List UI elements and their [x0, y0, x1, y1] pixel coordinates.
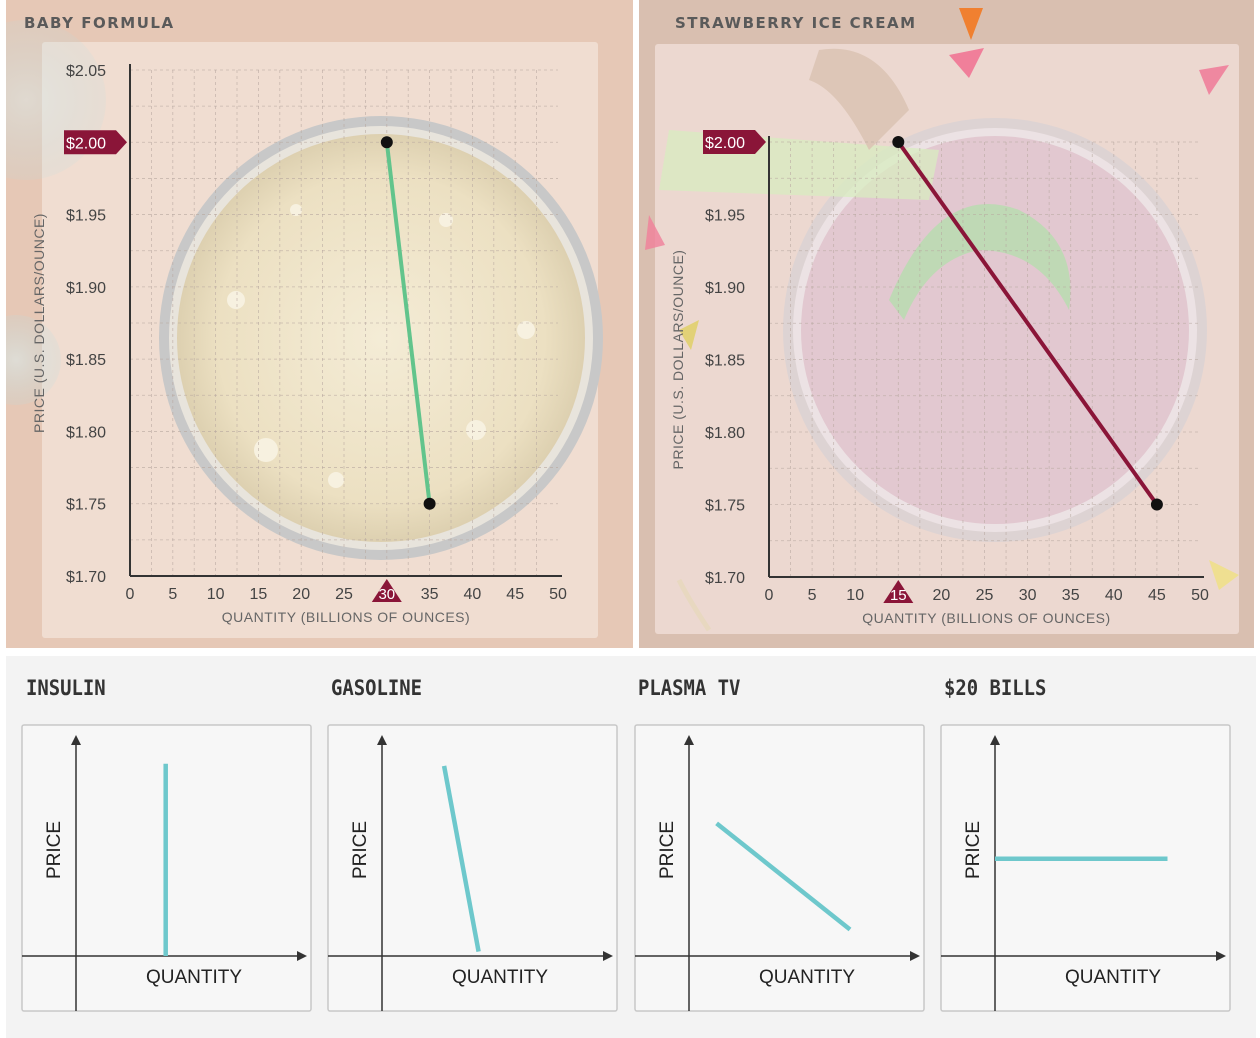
ice-cream-y-tick-label: $1.70 [705, 570, 745, 587]
baby-formula-x-tick-label: 10 [207, 586, 225, 603]
baby-formula-x-tick-label: 30 [378, 586, 395, 603]
ice-cream-x-axis-label: QUANTITY (BILLIONS OF OUNCES) [862, 610, 1110, 626]
ice-cream-x-tick-label: 50 [1191, 587, 1209, 604]
baby-formula-x-tick-label: 15 [250, 586, 268, 603]
baby-formula-x-tick-label: 20 [292, 586, 310, 603]
ice-cream-x-tick-label: 5 [808, 587, 817, 604]
baby-formula-y-axis-label: PRICE (U.S. DOLLARS/OUNCE) [31, 213, 47, 433]
baby-formula-data-point [423, 497, 436, 510]
ice-cream-y-tick-label: $1.95 [705, 208, 745, 225]
ice-cream-y-tick-label: $1.75 [705, 498, 745, 515]
ice-cream-demand-line [896, 140, 1159, 506]
baby-formula-y-tick-label: $1.95 [66, 208, 106, 225]
ice-cream-y-tick-label: $2.00 [705, 135, 745, 152]
baby-formula-panel: $2.05 $2.00 $1.95 $1.90 $1.85 $1.80 $1.75 $1.70… [6, 0, 633, 648]
ice-cream-y-axis-label: PRICE (U.S. DOLLARS/OUNCE) [670, 250, 686, 470]
ice-cream-data-point [892, 136, 905, 148]
baby-formula-y-tick-label: $2.00 [66, 135, 106, 152]
ice-cream-x-tick-label: 25 [976, 587, 994, 604]
ice-cream-quantity-marker [883, 580, 914, 603]
ice-cream-x-tick-label: 40 [1105, 587, 1123, 604]
ice-cream-y-tick-label: $1.80 [705, 425, 745, 442]
baby-formula-y-tick-label: $2.05 [66, 63, 106, 80]
baby-formula-demand-line [384, 142, 432, 504]
baby-formula-x-tick-label: 45 [506, 586, 524, 603]
ice-cream-price-marker [703, 130, 766, 154]
baby-formula-y-tick-label: $1.85 [66, 352, 106, 369]
baby-formula-chart: $2.05 $2.00 $1.95 $1.90 $1.85 $1.80 $1.75 $1.70… [6, 0, 633, 648]
baby-formula-y-tick-label: $1.75 [66, 497, 106, 514]
baby-formula-y-tick-label: $1.80 [66, 424, 106, 441]
ice-cream-x-tick-label: 0 [765, 587, 774, 604]
ice-cream-y-tick-label: $1.90 [705, 280, 745, 297]
ice-cream-x-tick-label: 45 [1148, 587, 1166, 604]
gasoline-title: GASOLINE [331, 676, 423, 700]
baby-formula-x-tick-label: 25 [335, 586, 353, 603]
baby-formula-x-tick-label: 0 [126, 586, 135, 603]
baby-formula-y-tick-label: $1.70 [66, 569, 106, 586]
strawberry-ice-cream-chart: $2.00 $1.95 $1.90 $1.85 $1.80 $1.75 $1.70 0 5 10 1… [639, 0, 1254, 648]
baby-formula-data-point [380, 136, 393, 149]
plasma-tv-title: PLASMA TV [638, 676, 741, 700]
ice-cream-x-tick-label: 35 [1062, 587, 1080, 604]
baby-formula-y-tick-label: $1.90 [66, 280, 106, 297]
baby-formula-x-axis-label: QUANTITY (BILLIONS OF OUNCES) [222, 609, 470, 625]
strawberry-ice-cream-title: STRAWBERRY ICE CREAM [675, 14, 917, 32]
ice-cream-x-tick-label: 10 [846, 587, 864, 604]
baby-formula-title: BABY FORMULA [24, 14, 175, 32]
twenty-dollar-bills-title: $20 BILLS [944, 676, 1047, 700]
baby-formula-x-tick-label: 50 [549, 586, 567, 603]
baby-formula-x-tick-label: 5 [168, 586, 177, 603]
ice-cream-x-tick-label: 30 [1019, 587, 1037, 604]
baby-formula-x-tick-label: 40 [464, 586, 482, 603]
baby-formula-x-tick-label: 35 [421, 586, 439, 603]
ice-cream-x-tick-label: 20 [933, 587, 951, 604]
ice-cream-data-point [1150, 498, 1163, 511]
ice-cream-x-tick-label: 15 [890, 587, 907, 604]
baby-formula-quantity-marker [371, 579, 402, 602]
strawberry-ice-cream-panel: $2.00 $1.95 $1.90 $1.85 $1.80 $1.75 $1.70 0 5 10 1… [639, 0, 1254, 648]
elasticity-examples [6, 656, 1256, 1038]
baby-formula-price-marker [64, 130, 127, 155]
insulin-title: INSULIN [26, 676, 106, 700]
ice-cream-y-tick-label: $1.85 [705, 353, 745, 370]
